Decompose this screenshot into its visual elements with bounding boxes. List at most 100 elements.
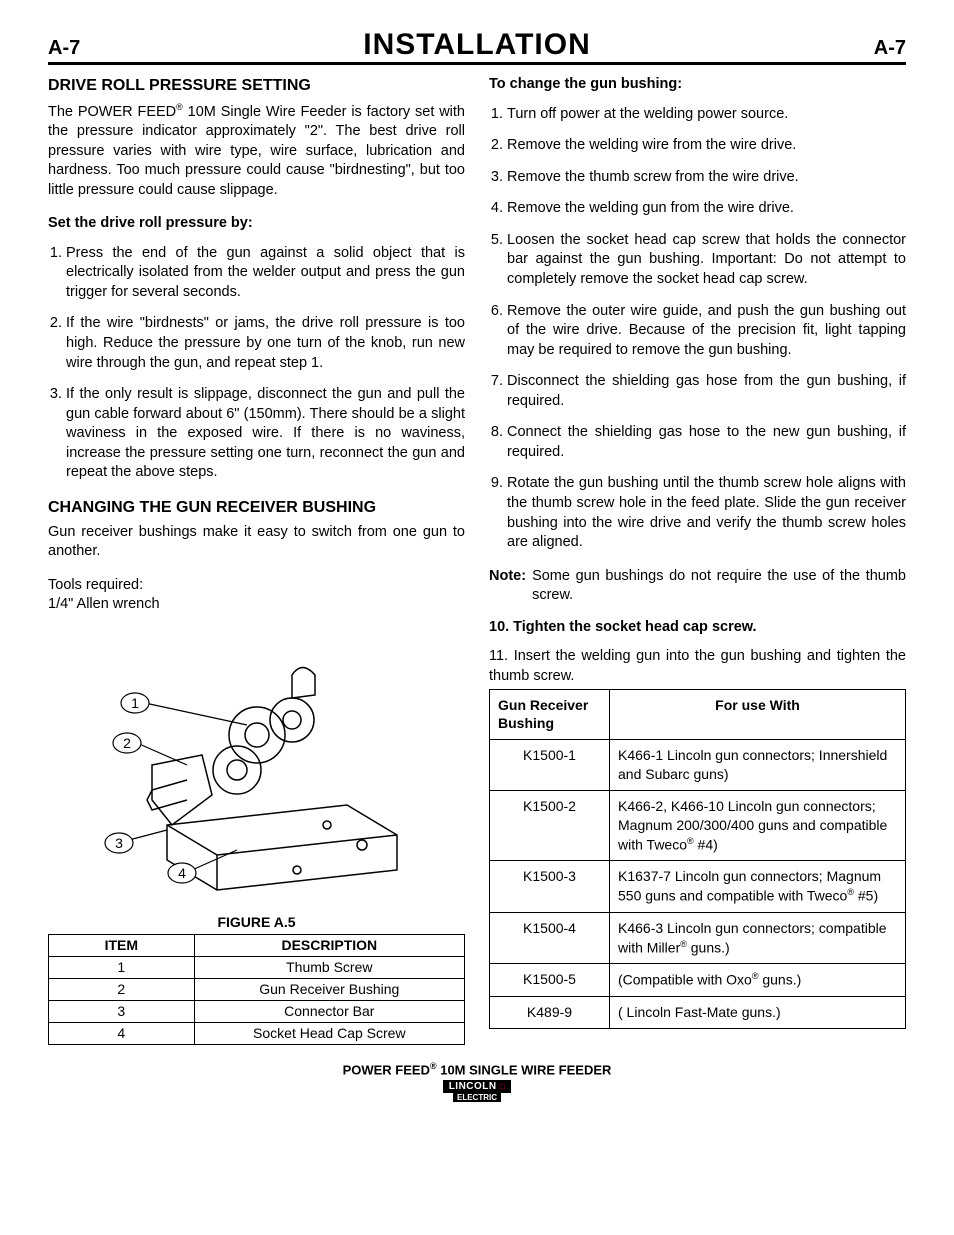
bushing-val-pre: K466-3 Lincoln gun connectors; compatibl…: [618, 920, 887, 956]
bushing-key: K489-9: [490, 996, 610, 1028]
drive-para-pre: The POWER FEED: [48, 103, 176, 119]
desc-header: DESCRIPTION: [194, 935, 464, 957]
forusewith-header: For use With: [610, 689, 906, 740]
drive-step: If the only result is slippage, disconne…: [66, 385, 465, 483]
drive-step: If the wire "birdnests" or jams, the dri…: [66, 314, 465, 373]
table-row: K1500-1 K466-1 Lincoln gun connectors; I…: [490, 740, 906, 791]
desc-cell: Gun Receiver Bushing: [194, 979, 464, 1001]
svg-text:3: 3: [115, 835, 123, 851]
change-gun-heading: To change the gun bushing:: [489, 75, 906, 95]
item-cell: 2: [49, 979, 195, 1001]
bushing-val: K466-2, K466-10 Lincoln gun connectors; …: [610, 791, 906, 861]
reg-mark-icon: ®: [847, 887, 854, 897]
change-bushing-paragraph: Gun receiver bushings make it easy to sw…: [48, 523, 465, 562]
bushing-val-pre: K1637-7 Lincoln gun connectors; Magnum 5…: [618, 868, 881, 904]
left-column: DRIVE ROLL PRESSURE SETTING The POWER FE…: [48, 71, 465, 1045]
page-header: A-7 INSTALLATION A-7: [48, 28, 906, 65]
bushing-val-post: #5): [854, 888, 878, 904]
bushing-key: K1500-1: [490, 740, 610, 791]
table-row: K489-9 ( Lincoln Fast-Mate guns.): [490, 996, 906, 1028]
bushing-key: K1500-2: [490, 791, 610, 861]
table-row: 2Gun Receiver Bushing: [49, 979, 465, 1001]
figure-diagram-icon: 1 2 3 4: [97, 625, 417, 905]
footer-pre: POWER FEED: [343, 1062, 430, 1077]
reg-mark-icon: ®: [176, 102, 183, 112]
table-row: Gun Receiver Bushing For use With: [490, 689, 906, 740]
svg-text:4: 4: [178, 865, 186, 881]
svg-text:1: 1: [131, 695, 139, 711]
svg-text:2: 2: [123, 735, 131, 751]
item-cell: 1: [49, 957, 195, 979]
bushing-val: K466-1 Lincoln gun connectors; Innershie…: [610, 740, 906, 791]
item-cell: 4: [49, 1022, 195, 1044]
bushing-key: K1500-5: [490, 964, 610, 997]
table-row: K1500-5 (Compatible with Oxo® guns.): [490, 964, 906, 997]
change-step: Turn off power at the welding power sour…: [507, 105, 906, 125]
bushing-key: K1500-3: [490, 861, 610, 912]
change-step: Rotate the gun bushing until the thumb s…: [507, 474, 906, 552]
table-row: K1500-2 K466-2, K466-10 Lincoln gun conn…: [490, 791, 906, 861]
logo-text: LINCOLN: [449, 1081, 497, 1092]
desc-cell: Thumb Screw: [194, 957, 464, 979]
page: A-7 INSTALLATION A-7 DRIVE ROLL PRESSURE…: [0, 0, 954, 1235]
change-step: Loosen the socket head cap screw that ho…: [507, 231, 906, 290]
change-gun-steps: Turn off power at the welding power sour…: [489, 105, 906, 553]
reg-mark-icon: ®: [680, 939, 687, 949]
heading-drive-roll: DRIVE ROLL PRESSURE SETTING: [48, 75, 465, 97]
desc-cell: Socket Head Cap Screw: [194, 1022, 464, 1044]
table-row: ITEM DESCRIPTION: [49, 935, 465, 957]
change-step: Remove the welding gun from the wire dri…: [507, 199, 906, 219]
desc-cell: Connector Bar: [194, 1000, 464, 1022]
note-label: Note:: [489, 567, 532, 606]
step-11: 11. Insert the welding gun into the gun …: [489, 647, 906, 686]
drive-step: Press the end of the gun against a solid…: [66, 244, 465, 303]
lincoln-logo: LINCOLN □ ELECTRIC: [48, 1077, 906, 1103]
bushing-val-pre: K466-2, K466-10 Lincoln gun connectors; …: [618, 798, 887, 852]
logo-dot-icon: □: [500, 1082, 505, 1091]
right-column: To change the gun bushing: Turn off powe…: [489, 71, 906, 1045]
table-row: 1Thumb Screw: [49, 957, 465, 979]
table-row: 4Socket Head Cap Screw: [49, 1022, 465, 1044]
note: Note: Some gun bushings do not require t…: [489, 567, 906, 606]
page-number-left: A-7: [48, 37, 108, 60]
bushing-compatibility-table: Gun Receiver Bushing For use With K1500-…: [489, 689, 906, 1029]
item-description-table: ITEM DESCRIPTION 1Thumb Screw 2Gun Recei…: [48, 934, 465, 1044]
footer-post: 10M SINGLE WIRE FEEDER: [437, 1062, 612, 1077]
bushing-val: (Compatible with Oxo® guns.): [610, 964, 906, 997]
reg-mark-icon: ®: [687, 836, 694, 846]
bushing-key: K1500-4: [490, 912, 610, 963]
change-step: Remove the outer wire guide, and push th…: [507, 302, 906, 361]
drive-steps-list: Press the end of the gun against a solid…: [48, 244, 465, 483]
change-step: Remove the welding wire from the wire dr…: [507, 136, 906, 156]
two-column-layout: DRIVE ROLL PRESSURE SETTING The POWER FE…: [48, 71, 906, 1045]
page-number-right: A-7: [846, 37, 906, 60]
note-text: Some gun bushings do not require the use…: [532, 567, 906, 606]
item-header: ITEM: [49, 935, 195, 957]
bushing-h1b: Bushing: [498, 715, 554, 731]
change-step: Disconnect the shielding gas hose from t…: [507, 372, 906, 411]
tools-required-value: 1/4" Allen wrench: [48, 595, 465, 615]
set-by-label: Set the drive roll pressure by:: [48, 214, 465, 234]
reg-mark-icon: ®: [430, 1061, 437, 1071]
drive-roll-paragraph: The POWER FEED® 10M Single Wire Feeder i…: [48, 101, 465, 201]
page-title: INSTALLATION: [108, 28, 846, 62]
heading-change-bushing: CHANGING THE GUN RECEIVER BUSHING: [48, 497, 465, 519]
bushing-val-post: #4): [694, 837, 718, 853]
table-row: K1500-3 K1637-7 Lincoln gun connectors; …: [490, 861, 906, 912]
bushing-val: K466-3 Lincoln gun connectors; compatibl…: [610, 912, 906, 963]
logo-top: LINCOLN □: [443, 1080, 512, 1093]
logo-bottom: ELECTRIC: [452, 1093, 502, 1103]
bushing-val-post: guns.): [687, 939, 730, 955]
step-10: 10. Tighten the socket head cap screw.: [489, 618, 906, 638]
bushing-val: ( Lincoln Fast-Mate guns.): [610, 996, 906, 1028]
item-cell: 3: [49, 1000, 195, 1022]
table-row: K1500-4 K466-3 Lincoln gun connectors; c…: [490, 912, 906, 963]
change-step: Connect the shielding gas hose to the ne…: [507, 423, 906, 462]
figure-a5: 1 2 3 4 FIGURE A.5 ITEM DESCRIPTION 1Thu…: [48, 625, 465, 1045]
bushing-val-pre: (Compatible with Oxo: [618, 972, 752, 988]
bushing-val: K1637-7 Lincoln gun connectors; Magnum 5…: [610, 861, 906, 912]
bushing-val-post: guns.): [758, 972, 801, 988]
page-footer: POWER FEED® 10M SINGLE WIRE FEEDER LINCO…: [48, 1061, 906, 1103]
bushing-h1a: Gun Receiver: [498, 697, 588, 713]
bushing-header: Gun Receiver Bushing: [490, 689, 610, 740]
